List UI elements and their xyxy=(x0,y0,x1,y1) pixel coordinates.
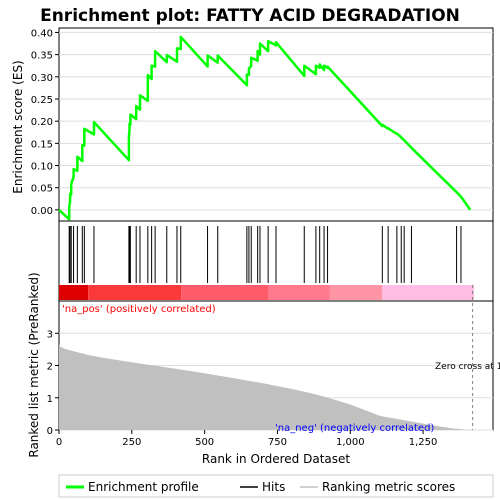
zero-cross-label: Zero cross at 1 xyxy=(435,362,500,372)
ranking-metric-area xyxy=(59,344,473,430)
metric-y-tick-label: 3 xyxy=(47,329,53,340)
es-y-tick-label: 0.05 xyxy=(31,184,53,195)
es-gridlines xyxy=(59,31,493,211)
es-y-tick-label: 0.40 xyxy=(31,28,53,39)
es-y-tick-label: 0.00 xyxy=(31,206,53,217)
rank-color-segment xyxy=(329,285,383,300)
legend: Enrichment profile Hits Ranking metric sco… xyxy=(58,474,494,498)
positive-correlation-label: 'na_pos' (positively correlated) xyxy=(62,304,216,315)
es-y-axis: 0.00 0.05 0.10 0.15 0.20 0.25 0.30 0.35 0.40 xyxy=(31,28,59,217)
rank-color-segment xyxy=(382,285,475,300)
x-tick-label: 500 xyxy=(195,437,214,448)
x-axis-label: Rank in Ordered Dataset xyxy=(202,452,350,466)
legend-item: Hits xyxy=(240,480,285,494)
metric-y-tick-label: 0 xyxy=(47,426,53,437)
x-tick-label: 1,250 xyxy=(409,437,438,448)
rank-color-bar xyxy=(59,285,475,300)
es-y-tick-label: 0.30 xyxy=(31,73,53,84)
legend-label: Ranking metric scores xyxy=(322,480,455,494)
x-tick-label: 750 xyxy=(268,437,287,448)
x-tick-label: 1,000 xyxy=(336,437,365,448)
metric-y-tick-label: 2 xyxy=(47,362,53,373)
chart-title: Enrichment plot: FATTY ACID DEGRADATION xyxy=(40,6,460,26)
rank-color-segment xyxy=(88,285,182,300)
legend-item: Ranking metric scores xyxy=(300,480,455,494)
es-y-tick-label: 0.20 xyxy=(31,117,53,128)
legend-frame xyxy=(58,474,494,498)
legend-item: Enrichment profile xyxy=(66,480,199,494)
x-axis: 0 250 500 750 1,000 1,250 xyxy=(56,430,438,448)
metric-y-axis: 0 1 2 3 xyxy=(47,329,59,437)
negative-correlation-label: 'na_neg' (negatively correlated) xyxy=(275,423,434,434)
rank-color-segment xyxy=(268,285,330,300)
es-y-axis-label: Enrichment score (ES) xyxy=(11,60,25,193)
es-y-tick-label: 0.15 xyxy=(31,139,53,150)
rank-color-segment xyxy=(59,285,89,300)
enrichment-profile-line xyxy=(58,35,472,221)
x-tick-label: 250 xyxy=(122,437,141,448)
es-y-tick-label: 0.10 xyxy=(31,162,53,173)
rank-color-segment xyxy=(181,285,269,300)
legend-label: Hits xyxy=(262,480,285,494)
es-y-tick-label: 0.25 xyxy=(31,95,53,106)
metric-y-axis-label: Ranked list metric (PreRanked) xyxy=(27,272,41,457)
legend-label: Enrichment profile xyxy=(88,480,199,494)
x-tick-label: 0 xyxy=(56,437,62,448)
metric-y-tick-label: 1 xyxy=(47,394,53,405)
es-y-tick-label: 0.35 xyxy=(31,51,53,62)
hit-markers xyxy=(68,226,462,283)
